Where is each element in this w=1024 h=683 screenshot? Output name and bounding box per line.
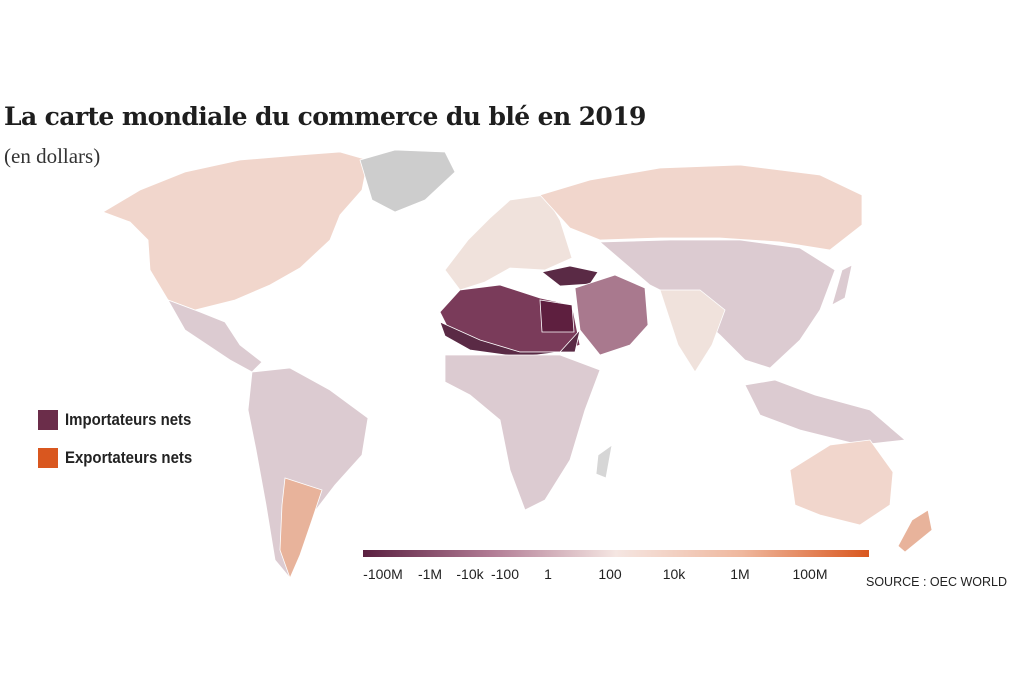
region-subsaharan-africa (444, 354, 601, 511)
page-title: La carte mondiale du commerce du blé en … (4, 102, 646, 131)
scale-tick-label: -100 (490, 566, 520, 582)
legend-item-importers: Importateurs nets (38, 410, 209, 430)
color-scale-bar (363, 550, 869, 557)
scale-tick-label: 1 (544, 566, 552, 582)
region-japan (831, 264, 853, 306)
legend-swatch-exporters (38, 448, 58, 468)
legend-item-exporters: Exportateurs nets (38, 448, 210, 468)
page-subtitle: (en dollars) (4, 144, 101, 168)
region-turkey (541, 265, 599, 287)
region-sahel (439, 321, 581, 358)
scale-tick-label: -10k (456, 566, 484, 582)
region-europe (444, 194, 573, 291)
scale-tick-label: -100M (363, 566, 403, 582)
region-russia (539, 164, 863, 251)
region-south-america (247, 367, 369, 579)
region-new-zealand (897, 509, 933, 553)
scale-tick-label: -1M (417, 566, 443, 582)
region-southeast-asia (744, 379, 906, 446)
scale-tick-label: 100 (598, 566, 622, 582)
region-argentina (279, 477, 323, 580)
legend-label-exporters: Exportateurs nets (65, 448, 193, 467)
region-india (659, 289, 726, 373)
legend-label-importers: Importateurs nets (65, 410, 192, 429)
scale-tick-label: 10k (662, 566, 686, 582)
region-central-america (167, 299, 263, 373)
legend-swatch-importers (38, 410, 58, 430)
region-greenland (359, 149, 456, 213)
scale-tick-label: 1M (730, 566, 750, 582)
region-australia (789, 439, 894, 526)
region-middle-east (574, 274, 649, 356)
region-madagascar (595, 444, 613, 479)
region-egypt (539, 299, 575, 333)
source-note: SOURCE : OEC WORLD (866, 575, 1007, 589)
scale-tick-label: 100M (792, 566, 828, 582)
region-north-america (102, 151, 369, 311)
